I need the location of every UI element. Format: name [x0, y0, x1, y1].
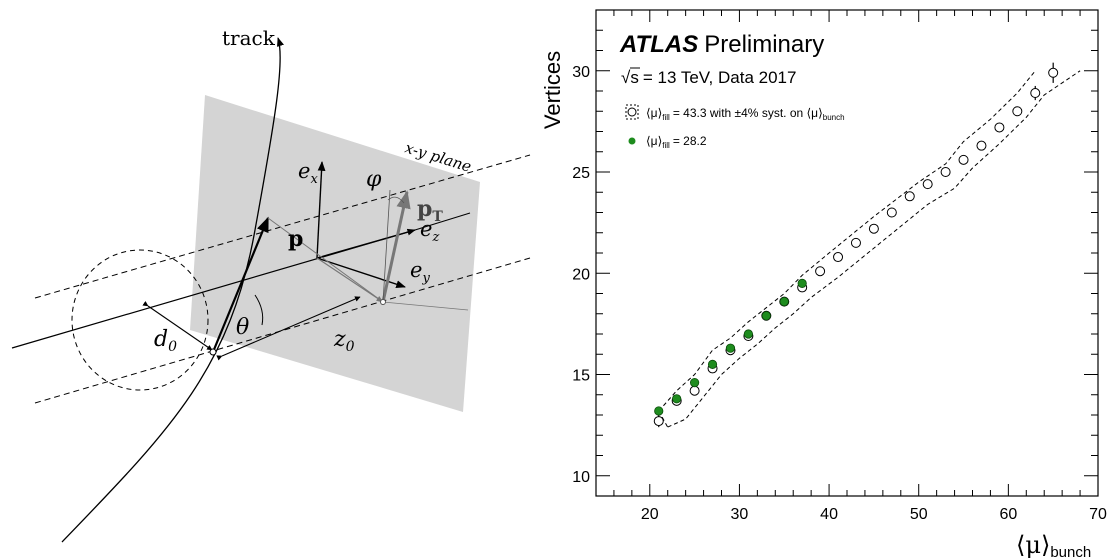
plot-frame — [595, 9, 1099, 497]
y-tick-label: 30 — [572, 64, 590, 81]
open-data-point — [850, 237, 861, 248]
filled-data-point — [725, 343, 736, 353]
preliminary-label: Preliminary — [704, 31, 824, 58]
filled-data-point — [654, 406, 664, 416]
ey-vector — [316, 257, 406, 288]
chart-title: ATLAS Preliminary — [619, 31, 824, 58]
ex-label: ex — [298, 159, 318, 187]
dashed-line-upper — [34, 154, 531, 299]
x-tick-label: 50 — [910, 506, 928, 523]
ez-label: ez — [420, 217, 439, 245]
open-data-point — [1048, 67, 1059, 78]
z0-arrow — [216, 296, 361, 361]
projection-line-2 — [267, 217, 384, 303]
filled-data-point — [672, 394, 682, 404]
open-data-point — [1030, 88, 1041, 99]
open-data-point — [994, 122, 1005, 133]
legend-band-swatch — [625, 104, 639, 120]
filled-data-point — [707, 359, 718, 369]
x-tick-label: 60 — [999, 506, 1017, 523]
x-tick-label: 40 — [820, 506, 838, 523]
filled-data-point — [690, 377, 700, 388]
legend: ⟨μ⟩fill = 43.3 with ±4% syst. on ⟨μ⟩bunch… — [625, 104, 845, 150]
track-label: track — [222, 26, 276, 50]
band-upper-edge — [658, 70, 1036, 412]
x-tick-label: 70 — [1089, 506, 1107, 523]
d0-label: d0 — [154, 327, 177, 355]
open-data-point — [653, 416, 664, 427]
y-tick-label: 20 — [572, 266, 590, 283]
open-data-point — [833, 252, 844, 263]
dashed-circle — [71, 249, 209, 391]
d0-arrow — [142, 300, 213, 351]
dashed-line-lower — [34, 257, 531, 404]
filled-data-point — [779, 296, 789, 307]
vertices-chart: 20 30 40 50 60 70 10 15 20 25 30 Vertices ⟨μ⟩bunch… — [540, 9, 1107, 560]
theta-label: θ — [236, 315, 249, 340]
atlas-label: ATLAS — [619, 31, 698, 58]
y-tick-label: 10 — [572, 469, 590, 486]
pt-label: pT — [417, 196, 443, 225]
p-label: p — [288, 226, 303, 252]
perigee-point — [209, 348, 217, 356]
phi-guide — [382, 189, 391, 303]
z0-label: z0 — [333, 327, 355, 355]
y-tick-label: 15 — [572, 368, 590, 385]
ex-vector — [316, 161, 326, 259]
pt-vector — [381, 190, 411, 303]
axes-ticks: 20 30 40 50 60 70 10 15 20 25 30 — [572, 9, 1107, 523]
phi-label: φ — [366, 167, 382, 192]
open-data-point — [922, 179, 933, 190]
filled-data-point — [743, 329, 753, 339]
open-data-point — [958, 154, 969, 165]
open-data-point — [976, 140, 987, 151]
y-tick-label: 25 — [572, 165, 590, 182]
data-points — [653, 62, 1059, 428]
open-data-point — [940, 167, 951, 177]
filled-data-point — [797, 278, 807, 288]
open-data-point — [904, 191, 915, 202]
open-data-point — [868, 223, 879, 234]
open-data-point — [689, 385, 700, 396]
open-data-point — [1012, 106, 1023, 117]
x-tick-label: 30 — [731, 506, 749, 523]
band-lower-edge — [667, 70, 1081, 428]
open-data-point — [815, 266, 826, 277]
y-axis-title: Vertices — [540, 51, 565, 129]
projection-point — [380, 299, 386, 305]
open-data-point — [886, 207, 897, 218]
filled-data-point — [761, 311, 771, 321]
track-parameter-diagram: track x-y plane ex ez ey φ pT p θ d0 z0 — [11, 26, 531, 543]
legend-entry-2: ⟨μ⟩fill = 28.2 — [646, 134, 707, 150]
projection-line-1 — [316, 257, 384, 303]
ey-label: ey — [410, 258, 430, 286]
chart-subtitle: √s = 13 TeV, Data 2017 — [621, 68, 796, 87]
x-tick-label: 20 — [641, 506, 659, 523]
legend-open-marker — [627, 107, 637, 117]
legend-filled-marker — [628, 137, 636, 145]
phi-arc — [387, 196, 405, 204]
x-axis-title: ⟨μ⟩bunch — [1016, 531, 1091, 560]
legend-entry-1: ⟨μ⟩fill = 43.3 with ±4% syst. on ⟨μ⟩bunch — [646, 106, 845, 122]
beam-axis-tail — [414, 212, 471, 231]
projection-line-3 — [382, 301, 469, 311]
